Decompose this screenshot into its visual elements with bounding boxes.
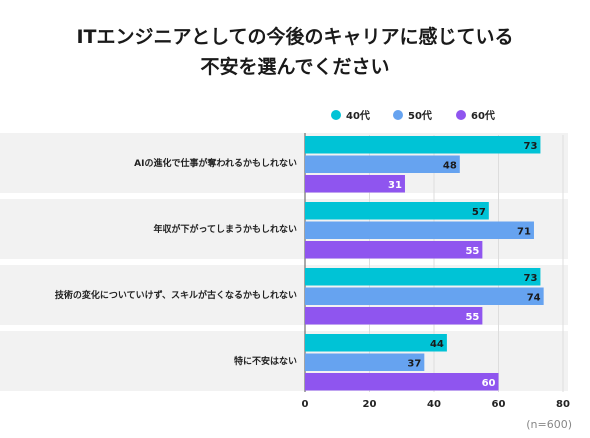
chart-title: ITエンジニアとしての今後のキャリアに感じている 不安を選んでください — [0, 22, 590, 82]
bar-value-label: 73 — [524, 141, 538, 152]
category-label: 特に不安はない — [234, 355, 297, 367]
x-tick-label: 0 — [302, 399, 309, 410]
bar-value-label: 48 — [443, 160, 457, 171]
category-label: 技術の変化についていけず、スキルが古くなるかもしれない — [55, 289, 297, 301]
bar — [305, 202, 489, 220]
bar-value-label: 74 — [527, 292, 541, 303]
bar — [305, 175, 405, 193]
legend-marker — [393, 110, 403, 120]
bar-value-label: 55 — [465, 312, 479, 323]
bar — [305, 268, 541, 286]
x-tick-label: 20 — [363, 399, 377, 410]
bar-value-label: 71 — [517, 226, 531, 237]
bar — [305, 241, 483, 259]
legend-label: 40代 — [346, 109, 370, 122]
category-label: AIの進化で仕事が奪われるかもしれない — [134, 157, 297, 169]
bar-value-label: 31 — [388, 180, 402, 191]
legend-marker — [456, 110, 466, 120]
sample-size-note: (n=600) — [526, 418, 572, 431]
bar — [305, 353, 425, 371]
x-tick-label: 80 — [556, 399, 570, 410]
chart-title-line-2: 不安を選んでください — [200, 56, 390, 78]
legend-marker — [331, 110, 341, 120]
bar — [305, 155, 460, 173]
bar — [305, 373, 499, 391]
bar-value-label: 37 — [407, 358, 421, 369]
bar — [305, 136, 541, 154]
bar-value-label: 55 — [465, 246, 479, 257]
bar-value-label: 60 — [482, 378, 496, 389]
bar-value-label: 44 — [430, 339, 444, 350]
chart-title-line-1: ITエンジニアとしての今後のキャリアに感じている — [76, 26, 514, 48]
bar — [305, 287, 544, 305]
category-label: 年収が下がってしまうかもしれない — [153, 223, 297, 235]
bar-value-label: 73 — [524, 273, 538, 284]
legend-label: 50代 — [408, 109, 432, 122]
x-tick-label: 40 — [427, 399, 441, 410]
legend-label: 60代 — [471, 109, 495, 122]
bar — [305, 307, 483, 325]
bar — [305, 221, 534, 239]
x-tick-label: 60 — [492, 399, 506, 410]
bar — [305, 334, 447, 352]
bar-value-label: 57 — [472, 207, 486, 218]
